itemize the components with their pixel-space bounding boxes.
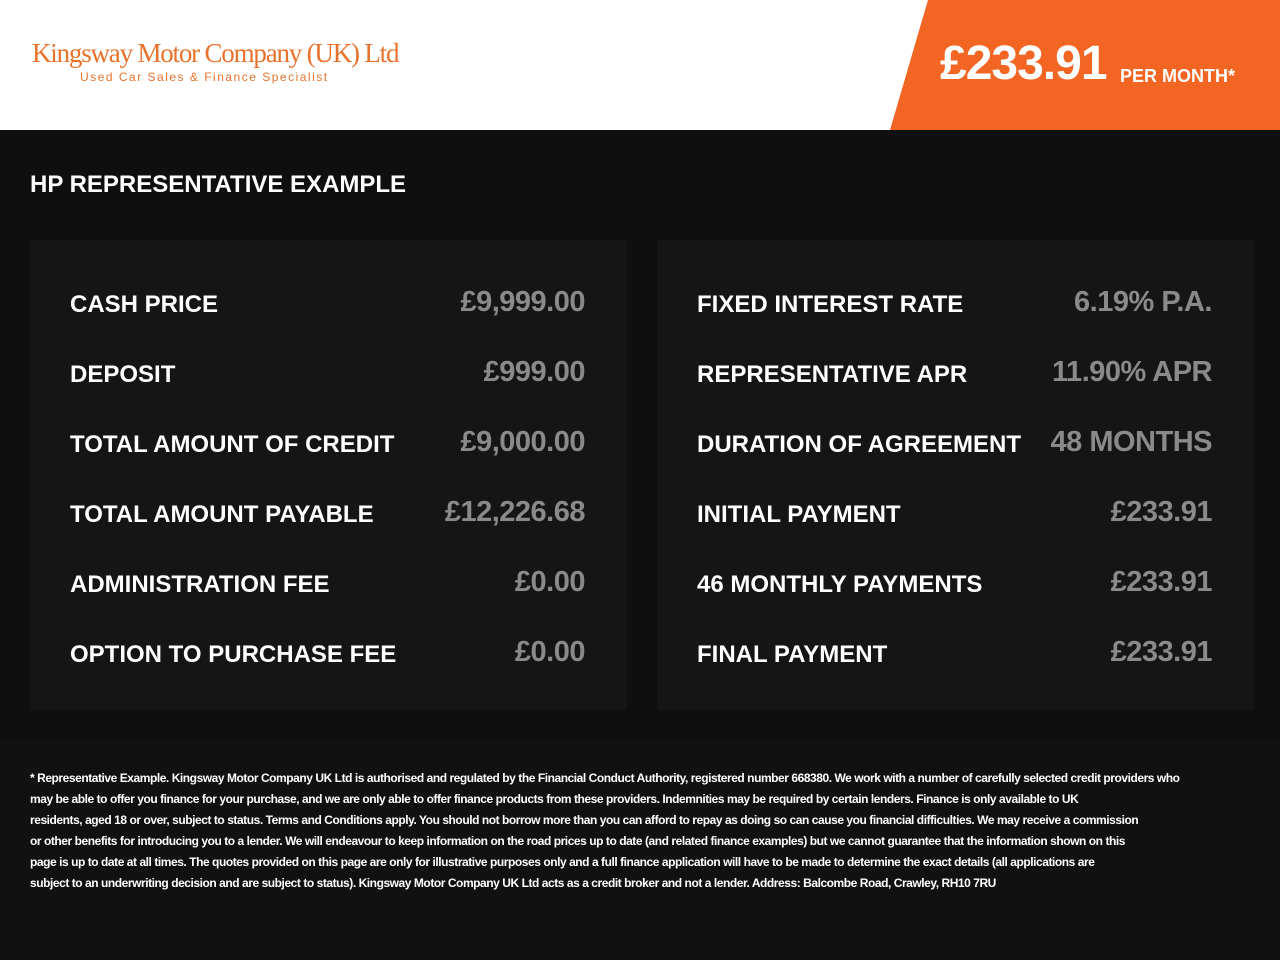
row-label: OPTION TO PURCHASE FEE [70,641,397,668]
row-value: £999.00 [483,356,586,388]
disclaimer-line: * Representative Example. Kingsway Motor… [30,771,1180,785]
finance-row: REPRESENTATIVE APR 11.90% APR [697,355,1212,395]
price-suffix: PER MONTH* [1120,66,1236,86]
row-value: £0.00 [514,566,586,598]
row-label: INITIAL PAYMENT [697,501,901,528]
section-title: HP REPRESENTATIVE EXAMPLE [30,171,407,198]
row-label: DEPOSIT [70,361,176,388]
finance-panel: FIXED INTEREST RATE 6.19% P.A. REPRESENTAT… [657,240,1254,710]
row-label: DURATION OF AGREEMENT [697,431,1021,458]
finance-row: CASH PRICE £9,999.00 [70,285,585,325]
row-label: CASH PRICE [70,291,219,318]
finance-row: 46 MONTHLY PAYMENTS £233.91 [697,565,1213,605]
row-value: £233.91 [1110,566,1213,598]
row-value: 48 MONTHS [1050,426,1213,458]
row-value: 6.19% P.A. [1074,286,1212,318]
monthly-price: £233.91 [940,37,1108,90]
finance-row: FIXED INTEREST RATE 6.19% P.A. [697,285,1212,325]
disclaimer-line: subject to an underwriting decision and … [30,876,996,890]
logo-name: Kingsway Motor Company (UK) Ltd [32,38,399,68]
row-value: £9,000.00 [460,426,585,458]
finance-row: DURATION OF AGREEMENT 48 MONTHS [697,425,1213,465]
finance-row: FINAL PAYMENT £233.91 [697,635,1213,675]
row-label: TOTAL AMOUNT OF CREDIT [70,431,395,458]
price-banner [890,0,1280,130]
finance-row: DEPOSIT £999.00 [70,355,586,395]
disclaimer-line: may be able to offer you finance for you… [30,792,1079,806]
finance-panel: CASH PRICE £9,999.00 DEPOSIT £999.00 TOTAL A… [30,240,627,710]
disclaimer-line: page is up to date at all times. The quo… [30,855,1095,869]
row-value: £233.91 [1110,636,1213,668]
row-value: £9,999.00 [460,286,585,318]
row-label: FINAL PAYMENT [697,641,888,668]
row-label: TOTAL AMOUNT PAYABLE [70,501,374,528]
row-value: 11.90% APR [1052,356,1212,388]
finance-row: INITIAL PAYMENT £233.91 [697,495,1213,535]
header: Kingsway Motor Company (UK) Ltd Used Car… [0,0,1280,130]
disclaimer-line: or other benefits for introducing you to… [30,834,1125,848]
row-value: £0.00 [514,636,586,668]
finance-row: OPTION TO PURCHASE FEE £0.00 [70,635,586,675]
row-value: £12,226.68 [444,496,586,528]
row-label: ADMINISTRATION FEE [70,571,330,598]
row-label: 46 MONTHLY PAYMENTS [697,571,983,598]
finance-row: ADMINISTRATION FEE £0.00 [70,565,586,605]
footer: * Representative Example. Kingsway Motor… [0,740,1280,960]
row-label: FIXED INTEREST RATE [697,291,964,318]
disclaimer-line: residents, aged 18 or over, subject to s… [30,813,1139,827]
row-value: £233.91 [1110,496,1213,528]
finance-row: TOTAL AMOUNT PAYABLE £12,226.68 [70,495,586,535]
finance-row: TOTAL AMOUNT OF CREDIT £9,000.00 [70,425,585,465]
logo-tagline: Used Car Sales & Finance Specialist [80,70,329,84]
row-label: REPRESENTATIVE APR [697,361,968,388]
